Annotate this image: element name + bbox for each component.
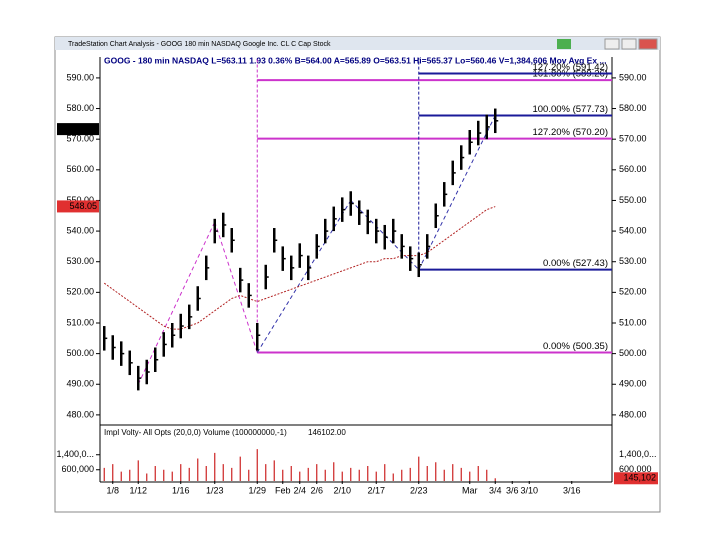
y2-tick-label: 600,000 (619, 464, 652, 474)
chart-title: GOOG - 180 min NASDAQ L=563.11 1.93 0.36… (104, 55, 607, 65)
volume-reading: 146102.00 (308, 428, 346, 437)
y-tick-label: 540.00 (66, 225, 94, 235)
title-bar (55, 37, 660, 50)
status-button[interactable] (557, 39, 571, 49)
y-tick-label: 510.00 (619, 317, 647, 327)
y-tick-label: 550.00 (619, 195, 647, 205)
price-marker (57, 200, 99, 213)
zigzag (256, 200, 352, 353)
x-tick-label: 2/23 (410, 485, 428, 495)
x-tick-label: 2/10 (333, 485, 351, 495)
x-tick-label: 3/4 (489, 485, 502, 495)
fib-label: 0.00% (527.43) (543, 258, 608, 269)
y-tick-label: 530.00 (619, 256, 647, 266)
y-tick-label: 570.00 (619, 134, 647, 144)
y-tick-label: 480.00 (66, 409, 94, 419)
fib-label: 100.00% (577.73) (532, 104, 608, 115)
y2-tick-label: 1,400,0... (56, 449, 94, 459)
y-tick-label: 570.00 (66, 134, 94, 144)
y-tick-label: 520.00 (66, 287, 94, 297)
window-title: TradeStation Chart Analysis - GOOG 180 m… (68, 41, 331, 48)
x-tick-label: 1/29 (248, 485, 266, 495)
y-tick-label: 540.00 (619, 225, 647, 235)
x-tick-label: 2/4 (293, 485, 306, 495)
y-tick-label: 590.00 (619, 72, 647, 82)
x-tick-label: 2/17 (367, 485, 385, 495)
volume-title: Impl Volty- All Opts (20,0,0) Volume (10… (104, 428, 287, 437)
zigzag (418, 115, 496, 270)
y-tick-label: 480.00 (619, 409, 647, 419)
volume-marker-label: 145,102 (623, 473, 656, 483)
fib-label: 127.20% (570.20) (532, 127, 608, 138)
y-tick-label: 490.00 (66, 379, 94, 389)
volume-marker (614, 472, 658, 485)
y-tick-label: 500.00 (66, 348, 94, 358)
x-tick-label: 2/6 (310, 485, 323, 495)
zigzag (137, 221, 216, 385)
x-tick-label: 1/23 (206, 485, 224, 495)
minimize-button[interactable] (604, 38, 620, 50)
y-tick-label: 590.00 (66, 72, 94, 82)
y-tick-label: 560.00 (619, 164, 647, 174)
x-tick-label: 3/10 (520, 485, 538, 495)
x-tick-label: 1/8 (106, 485, 119, 495)
close-button[interactable] (638, 38, 658, 50)
x-tick-label: 1/12 (129, 485, 147, 495)
x-tick-label: Feb (275, 485, 291, 495)
x-tick-label: 1/16 (172, 485, 190, 495)
y2-tick-label: 600,000 (61, 464, 94, 474)
y-tick-label: 580.00 (66, 103, 94, 113)
y-tick-label: 550.00 (66, 195, 94, 205)
y-tick-label: 560.00 (66, 164, 94, 174)
y-tick-label: 490.00 (619, 379, 647, 389)
x-tick-label: 3/16 (563, 485, 581, 495)
y2-tick-label: 1,400,0... (619, 449, 657, 459)
price-marker (57, 123, 99, 136)
fib-label: 127.20% (591.42) (532, 62, 608, 73)
fib-label: 0.00% (500.35) (543, 341, 608, 352)
y-tick-label: 520.00 (619, 287, 647, 297)
x-tick-label: 3/6 (506, 485, 519, 495)
price-marker-label: 573.29 (69, 123, 97, 133)
zigzag (214, 221, 258, 353)
x-tick-label: Mar (462, 485, 478, 495)
price-marker-label: 548.05 (69, 201, 97, 211)
maximize-button[interactable] (621, 38, 637, 50)
y-tick-label: 510.00 (66, 317, 94, 327)
y-tick-label: 500.00 (619, 348, 647, 358)
y-tick-label: 580.00 (619, 103, 647, 113)
y-tick-label: 530.00 (66, 256, 94, 266)
